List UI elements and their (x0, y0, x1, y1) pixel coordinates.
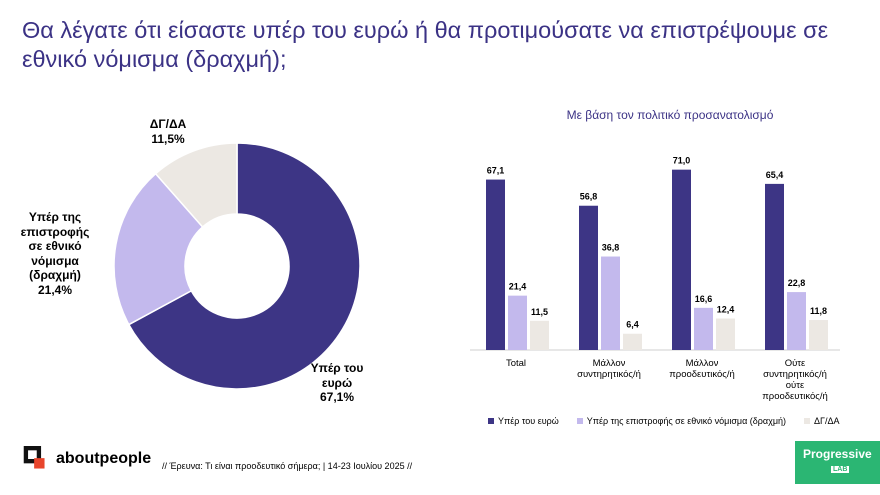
category-label: Total (506, 358, 526, 369)
survey-note: // Έρευνα: Τι είναι προοδευτικό σήμερα; … (162, 461, 413, 471)
bar-s1-c0 (508, 295, 527, 350)
bar-value-label: 67,1 (487, 166, 505, 176)
legend-label-dk: ΔΓ/ΔΑ (814, 416, 840, 426)
donut-label-1: Υπέρ της επιστροφής σε εθνικό νόμισμα (δραχμ… (10, 210, 100, 297)
bar-s1-c1 (601, 256, 620, 350)
legend-swatch-euro (488, 418, 494, 424)
legend-item-euro: Υπέρ του ευρώ (488, 416, 559, 426)
bar-value-label: 12,4 (717, 305, 735, 315)
donut-value-label: 21,4% (37, 282, 73, 297)
bar-value-label: 71,0 (673, 156, 691, 166)
bar-s0-c0 (486, 179, 505, 350)
legend-swatch-drachma (576, 418, 583, 424)
legend-label-euro: Υπέρ του ευρώ (498, 416, 559, 426)
bar-value-label: 11,5 (531, 307, 548, 317)
donut-value-label: 11,5% (151, 131, 185, 146)
donut-label-line: Υπέρ της (28, 210, 82, 224)
bar-s2-c0 (530, 320, 549, 350)
category-label: προοδευτικός/ή (669, 369, 735, 380)
donut-label-line: ΔΓ/ΔΑ (149, 117, 187, 131)
donut-label-0: Υπέρ του ευρώ 67,1% (292, 361, 382, 405)
category-label: προοδευτικός/ή (762, 391, 828, 402)
aboutpeople-logo-icon (23, 446, 45, 469)
bar-value-label: 65,4 (766, 170, 784, 180)
category-label: ούτε (786, 380, 805, 391)
bar-value-label: 16,6 (695, 294, 713, 304)
donut-label-line: Υπέρ του (310, 361, 364, 375)
legend-item-dk: ΔΓ/ΔΑ (804, 416, 840, 426)
category-label: συντηρητικός/ή (763, 369, 827, 380)
donut-slice-0 (127, 142, 361, 390)
legend-item-drachma: Υπέρ της επιστροφής σε εθνικό νόμισμα (δ… (576, 416, 787, 426)
donut-slice-2 (154, 142, 238, 229)
bar-s2-c1 (623, 333, 642, 350)
donut-slice-1 (113, 172, 204, 326)
bar-s1-c3 (787, 292, 806, 350)
progressive-lab-logo: Progressive LAB (795, 441, 880, 484)
page-title: Θα λέγατε ότι είσαστε υπέρ του ευρώ ή θα… (22, 17, 829, 72)
legend-label-drachma: Υπέρ της επιστροφής σε εθνικό νόμισμα (δ… (586, 416, 787, 426)
bar-s2-c2 (716, 318, 735, 350)
category-label: Μάλλον (686, 358, 719, 369)
category-label: Μάλλον (593, 358, 626, 369)
donut-label-line: σε εθνικό (28, 239, 82, 253)
donut-label-line: νόμισμα (31, 253, 79, 268)
bar-s0-c2 (672, 169, 691, 350)
bar-value-label: 36,8 (602, 243, 620, 253)
bar-s1-c2 (694, 307, 713, 350)
category-label: συντηρητικός/ή (577, 369, 641, 380)
progressive-lab-line1: Progressive (803, 447, 872, 461)
donut-value-label: 67,1% (319, 390, 355, 404)
donut-label-line: (δραχμή) (29, 268, 81, 282)
bar-value-label: 21,4 (509, 282, 527, 292)
bar-s0-c3 (765, 183, 784, 350)
bar-s2-c3 (809, 320, 828, 350)
category-label: Ούτε (785, 358, 806, 369)
legend-swatch-dk (804, 418, 811, 424)
bar-chart-subtitle: Με βάση τον πολιτικό προσανατολισμό (566, 108, 774, 122)
bar-value-label: 6,4 (626, 320, 639, 330)
bar-legend: Υπέρ του ευρώ Υπέρ της επιστροφής σε εθν… (488, 416, 840, 426)
donut-label-2: ΔΓ/ΔΑ 11,5% (128, 117, 208, 146)
donut-label-line: ευρώ (321, 375, 353, 390)
donut-label-line: επιστροφής (20, 224, 90, 239)
bar-value-label: 22,8 (788, 278, 806, 288)
bar-value-label: 11,8 (810, 306, 827, 316)
progressive-lab-line2: LAB (831, 466, 850, 473)
aboutpeople-logo: aboutpeople (22, 446, 151, 472)
aboutpeople-brand: aboutpeople (56, 450, 152, 467)
bar-value-label: 56,8 (580, 192, 598, 202)
bar-s0-c1 (579, 205, 598, 350)
